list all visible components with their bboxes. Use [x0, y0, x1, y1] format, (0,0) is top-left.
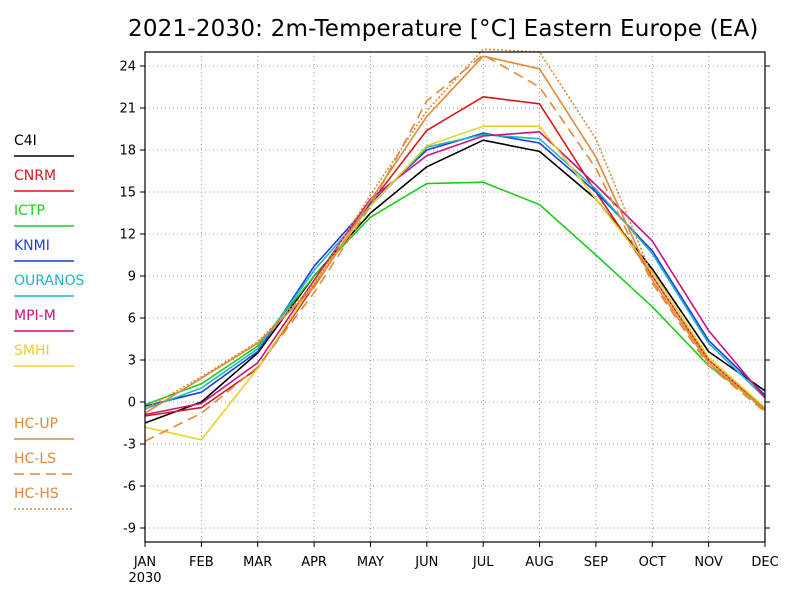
y-tick-label: 24 — [119, 60, 136, 75]
x-tick-label: SEP — [584, 555, 608, 570]
legend-label-cnrm: CNRM — [14, 168, 56, 184]
legend-label-ictp: ICTP — [14, 203, 45, 219]
y-tick-label: 15 — [119, 186, 136, 201]
y-tick-label: 21 — [119, 102, 136, 117]
x-tick-label: JAN — [133, 555, 156, 570]
x-tick-label: APR — [301, 555, 327, 570]
legend-label-ouranos: OURANOS — [14, 273, 84, 289]
y-tick-label: 12 — [119, 228, 136, 243]
y-tick-label: 9 — [128, 270, 136, 285]
x-tick-label: JUN — [414, 555, 438, 570]
legend-label-smhi: SMHI — [14, 343, 50, 359]
series-line-smhi — [144, 125, 766, 441]
series-line-knmi — [144, 132, 766, 407]
series-line-c4i — [144, 139, 766, 424]
axis-ticks: -9 -6 -3 0 3 6 9 12 15 18 21 24 JAN FEB MAR APR MAY JUN JU… — [119, 60, 778, 587]
legend-label-mpi-m: MPI-M — [14, 308, 56, 324]
chart-title: 2021-2030: 2m-Temperature [°C] Eastern E… — [128, 16, 759, 42]
y-tick-label: 0 — [128, 396, 136, 411]
x-tick-label: FEB — [189, 555, 214, 570]
series-line-hc-ls — [144, 53, 766, 442]
y-tick-label: -9 — [123, 522, 136, 537]
x-tick-label: DEC — [751, 555, 778, 570]
x-tick-label: AUG — [525, 555, 553, 570]
y-tick-label: 18 — [119, 144, 136, 159]
series-line-hc-hs — [144, 48, 766, 410]
series-line-hc-up — [144, 55, 766, 414]
series-line-mpi-m — [144, 131, 766, 416]
grid-lines — [145, 52, 765, 542]
legend: C4I CNRM ICTP KNMI OURANOS MPI-M SMHI HC-UP HC-L… — [14, 133, 84, 510]
x-year-label: 2030 — [128, 571, 161, 586]
x-tick-label: OCT — [639, 555, 666, 570]
x-tick-label: NOV — [694, 555, 723, 570]
legend-label-hc-hs: HC-HS — [14, 486, 59, 502]
y-tick-label: -3 — [123, 438, 136, 453]
series-lines — [144, 48, 766, 442]
x-tick-label: MAY — [357, 555, 384, 570]
legend-label-knmi: KNMI — [14, 238, 50, 254]
series-line-cnrm — [144, 96, 766, 417]
x-tick-label: MAR — [243, 555, 272, 570]
x-tick-label: JUL — [472, 555, 494, 570]
y-tick-label: 6 — [128, 312, 136, 327]
plot-frame — [144, 51, 766, 543]
legend-label-c4i: C4I — [14, 133, 37, 149]
y-tick-label: -6 — [123, 480, 136, 495]
legend-label-hc-up: HC-UP — [14, 416, 58, 432]
legend-label-hc-ls: HC-LS — [14, 451, 56, 467]
series-line-ictp — [144, 181, 766, 409]
series-line-ouranos — [144, 133, 766, 410]
y-tick-label: 3 — [128, 354, 136, 369]
